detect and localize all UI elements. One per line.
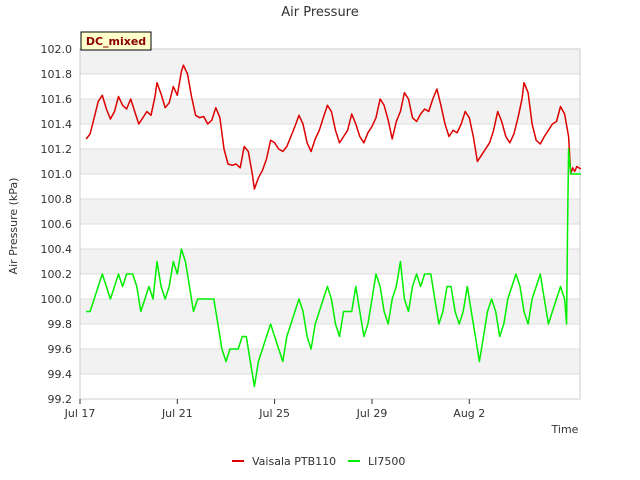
y-axis: 99.2 99.4 99.6 99.8 100.0 100.2 100.4 100.6 100.…: [41, 43, 73, 406]
dc-mixed-badge: DC_mixed: [80, 31, 152, 51]
series-layer: [85, 64, 582, 388]
plot-frame: [79, 48, 581, 400]
background-band: [80, 249, 580, 274]
background-band: [80, 49, 580, 74]
y-tick-label: 100.2: [41, 268, 73, 281]
series-line-li7500: [86, 148, 581, 388]
y-axis-label: Air Pressure (kPa): [7, 178, 20, 275]
series-line-vaisala-ptb110: [85, 64, 582, 190]
y-tick-label: 101.4: [41, 118, 73, 131]
y-tick-label: 100.8: [41, 193, 73, 206]
y-tick-label: 100.0: [41, 293, 73, 306]
y-tick-label: 102.0: [41, 43, 73, 56]
y-tick-label: 99.4: [48, 368, 73, 381]
y-tick-label: 99.8: [48, 318, 73, 331]
x-tick-label: Jul 29: [356, 407, 388, 420]
x-tick-label: Jul 21: [161, 407, 193, 420]
y-tick-label: 101.0: [41, 168, 73, 181]
y-tick-label: 99.6: [48, 343, 73, 356]
background-band: [80, 99, 580, 124]
background-band: [80, 149, 580, 174]
x-tick-label: Jul 25: [258, 407, 290, 420]
x-tick-label: Aug 2: [453, 407, 485, 420]
chart-title: Air Pressure: [281, 5, 359, 20]
y-tick-label: 99.2: [48, 393, 73, 406]
y-tick-label: 100.4: [41, 243, 73, 256]
badge-label: DC_mixed: [86, 35, 146, 48]
legend: Vaisala PTB110 LI7500: [232, 455, 405, 468]
background-band: [80, 199, 580, 224]
legend-label-vaisala-ptb110: Vaisala PTB110: [252, 455, 336, 468]
y-tick-label: 100.6: [41, 218, 73, 231]
x-tick-label: Jul 17: [64, 407, 96, 420]
x-axis: Jul 17 Jul 21 Jul 25 Jul 29 Aug 2: [64, 399, 485, 420]
background-band: [80, 349, 580, 374]
badge-box: [80, 31, 152, 51]
y-tick-label: 101.8: [41, 68, 73, 81]
y-tick-label: 101.2: [41, 143, 73, 156]
x-axis-label: Time: [551, 423, 579, 436]
background-bands: [80, 49, 580, 374]
y-tick-label: 101.6: [41, 93, 73, 106]
legend-label-li7500: LI7500: [368, 455, 405, 468]
